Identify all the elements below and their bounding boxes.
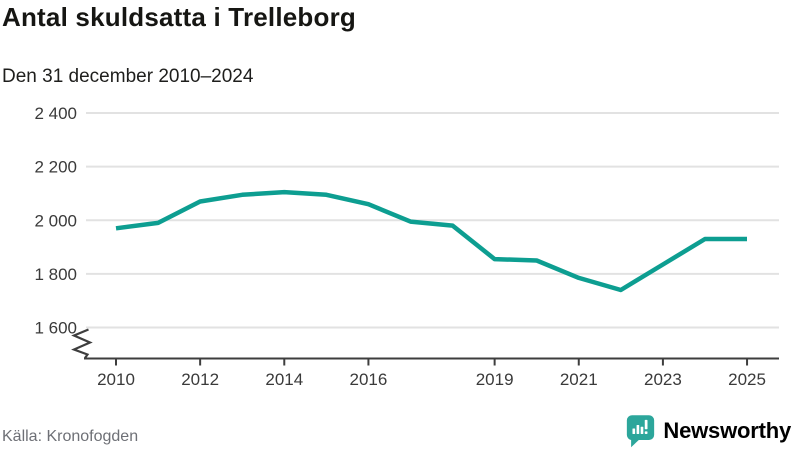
newsworthy-wordmark: Newsworthy (663, 418, 791, 443)
data-series-group (115, 189, 747, 293)
y-axis-tick-label: 1 800 (34, 265, 77, 284)
line-series (115, 189, 747, 293)
axis-group: 2010 2012 2014 2016 2019 2021 2023 2025 (71, 328, 779, 389)
newsworthy-logo: Newsworthy (626, 414, 791, 448)
y-axis-tick-label: 2 200 (34, 158, 77, 177)
x-axis-tick-label: 2014 (265, 370, 303, 389)
source-attribution: Källa: Kronofogden (2, 428, 139, 445)
y-axis-tick-label: 2 400 (34, 104, 77, 123)
y-axis-tick-label: 1 600 (34, 319, 77, 338)
logo-bubble-shape (627, 415, 655, 448)
chart-subtitle: Den 31 december 2010–2024 (2, 66, 254, 87)
x-axis-tick-label: 2012 (181, 370, 219, 389)
x-axis-tick-label: 2019 (476, 370, 514, 389)
gridlines-group: 2 400 2 200 2 000 1 800 1 600 (34, 104, 779, 338)
x-axis-tick-label: 2023 (644, 370, 682, 389)
x-axis-tick-label: 2010 (97, 370, 135, 389)
chart-title: Antal skuldsatta i Trelleborg (2, 2, 356, 32)
y-axis-break-icon (71, 328, 93, 359)
x-axis-tick-label: 2016 (350, 370, 388, 389)
x-axis-tick-label: 2025 (728, 370, 766, 389)
x-axis-tick-label: 2021 (560, 370, 598, 389)
newsworthy-speech-bubble-bar-chart-icon (627, 415, 655, 448)
y-axis-tick-label: 2 000 (34, 211, 77, 230)
logo-bar-chart-glyph (632, 419, 648, 434)
